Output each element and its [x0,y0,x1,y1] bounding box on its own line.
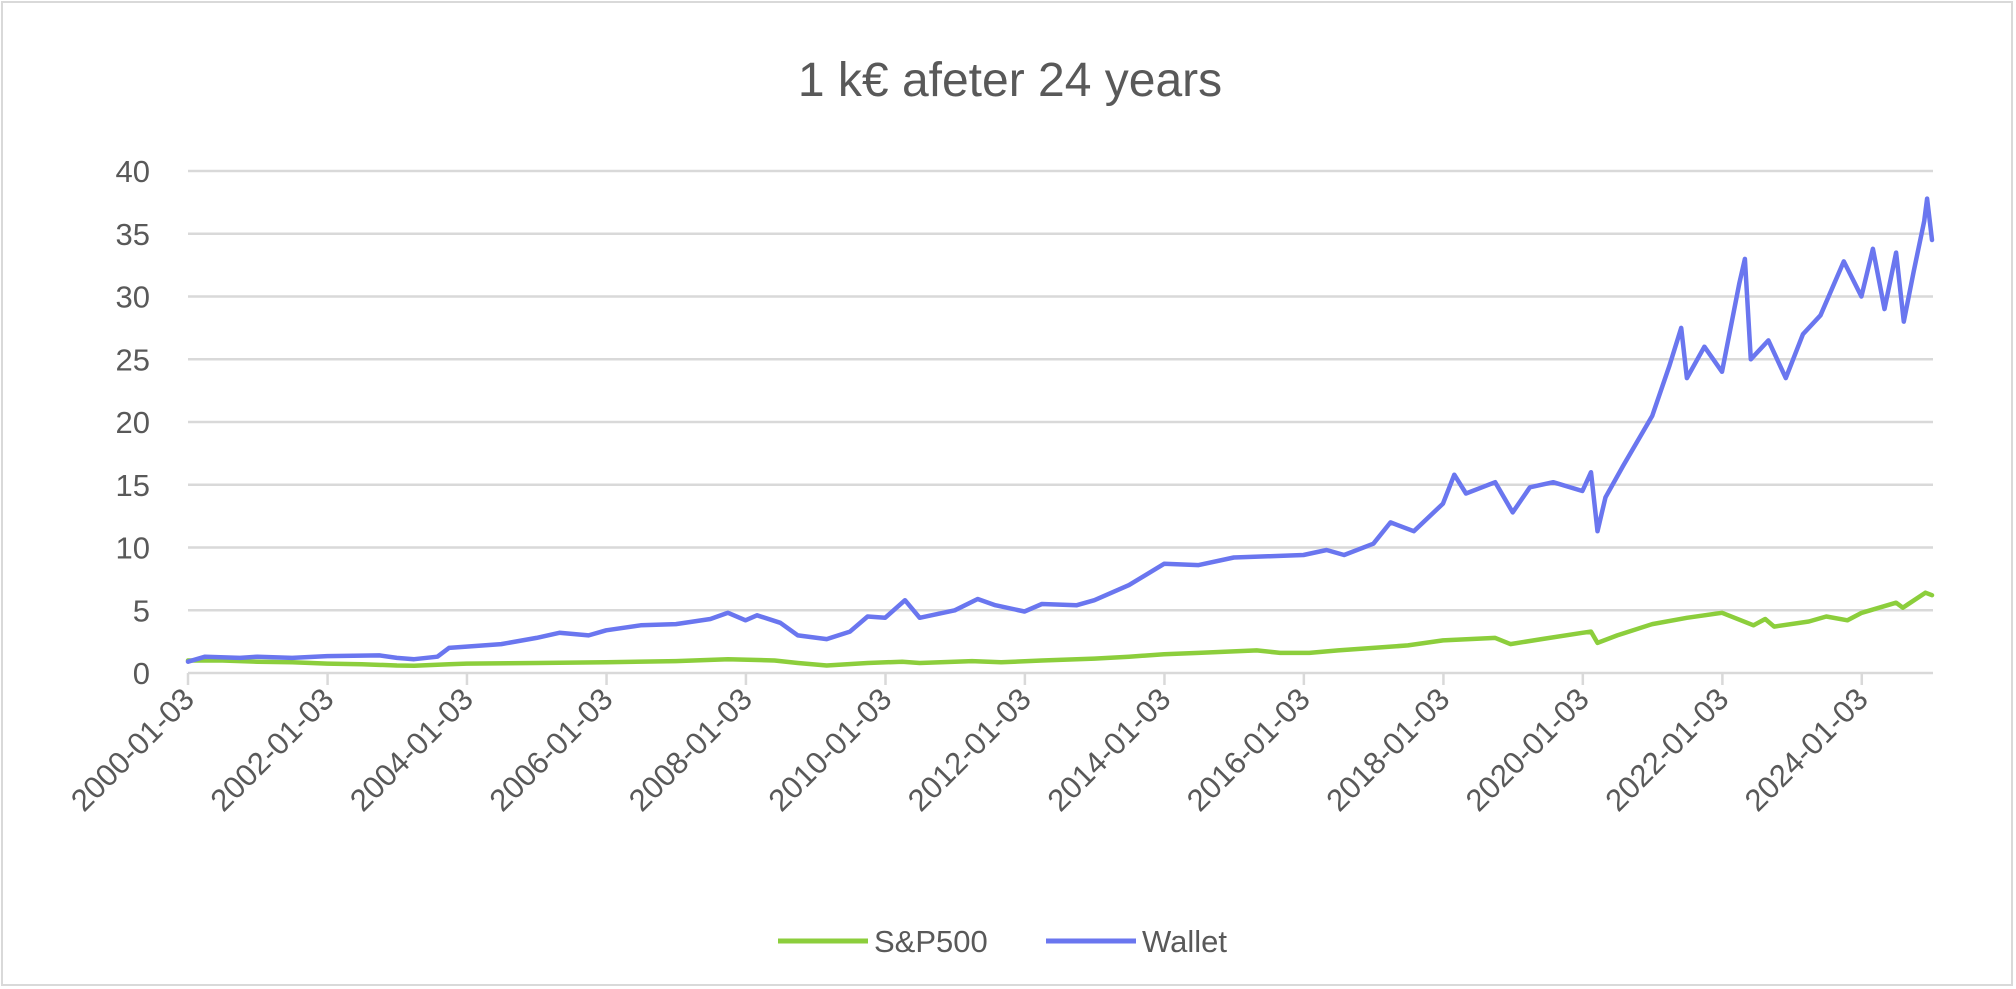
y-tick-label: 25 [116,342,150,377]
x-tick-label: 2010-01-03 [762,681,899,818]
legend-label: S&P500 [874,924,988,959]
chart-title: 1 k€ afeter 24 years [798,54,1222,107]
x-tick-label: 2022-01-03 [1598,681,1735,818]
y-tick-label: 30 [116,280,150,315]
y-tick-label: 40 [116,154,150,189]
x-axis: 2000-01-03 2002-01-03 2004-01-03 2006-01-03… [64,673,1875,818]
x-tick-label: 2004-01-03 [343,681,480,818]
x-tick-label: 2012-01-03 [901,681,1038,818]
y-tick-label: 5 [133,593,150,628]
legend-item: Wallet [1046,924,1227,959]
x-tick-label: 2008-01-03 [622,681,759,818]
x-tick-label: 2024-01-03 [1738,681,1875,818]
y-tick-label: 10 [116,531,150,566]
x-tick-label: 2018-01-03 [1319,681,1456,818]
x-tick-label: 2014-01-03 [1041,681,1178,818]
x-tick-label: 2020-01-03 [1459,681,1596,818]
y-tick-label: 35 [116,217,150,252]
y-axis: 0 5 10 15 20 25 30 35 40 [116,154,150,691]
x-tick-label: 2006-01-03 [483,681,620,818]
legend-label: Wallet [1142,924,1227,959]
series-line-s-p500 [185,590,1935,668]
series-lines [185,196,1935,668]
y-tick-label: 0 [133,656,150,691]
legend-item: S&P500 [778,924,988,959]
gridlines [188,169,1933,675]
y-tick-label: 15 [116,468,150,503]
legend: S&P500 Wallet [778,924,1227,959]
x-tick-label: 2000-01-03 [64,681,201,818]
y-tick-label: 20 [116,405,150,440]
series-line-wallet [185,196,1935,664]
x-tick-label: 2002-01-03 [204,681,341,818]
x-tick-label: 2016-01-03 [1180,681,1317,818]
